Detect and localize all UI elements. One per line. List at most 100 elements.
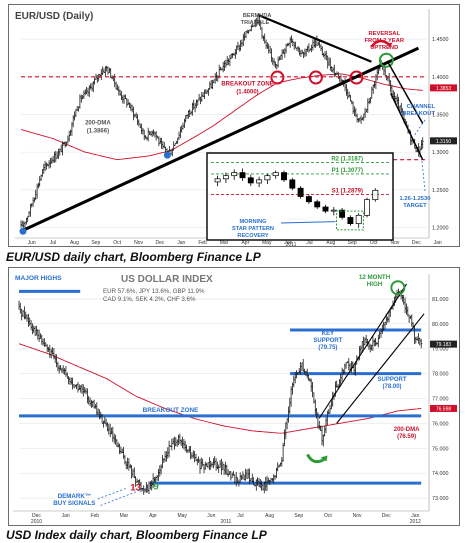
eurusd-inset-candle-17	[355, 214, 362, 225]
usd-demark-13: 13	[130, 483, 141, 494]
usd-y-tick-4: 77.000	[432, 396, 449, 402]
eurusd-x-tick-17: Nov	[390, 240, 399, 246]
usd-key-support-label: KEY	[322, 331, 334, 337]
usd-index-axes: 81.000 80.000 79.000 78.000 77.000 76.000 75.0…	[13, 274, 457, 525]
usd-y-tick-5: 76.000	[432, 421, 449, 427]
eurusd-panel: BERMUDA TRIANGLE BREAKOUT ZONE (1.4000) 200-…	[0, 0, 465, 265]
eurusd-target-label-1: TARGET	[403, 203, 427, 209]
eurusd-inset-candlestick: R2 (1.3187) P1 (1.3077) S1 (1.2879) MORNING…	[206, 152, 394, 248]
usd-demark-9: 9	[153, 481, 158, 492]
usd-index-levels	[19, 289, 422, 485]
eurusd-inset-candle-13	[322, 206, 329, 212]
eurusd-breakout-circle-0	[270, 70, 285, 85]
eurusd-inset-candle-2	[231, 172, 238, 177]
eurusd-target-pointer	[421, 158, 426, 192]
eurusd-x-tick-18: Dec	[412, 240, 421, 246]
usd-x-tick-8: Aug	[265, 513, 274, 519]
eurusd-inset-candle-3	[239, 172, 246, 179]
usd-index-legend-line-2: CAD 9.1%, SEK 4.2%, CHF 3.6%	[103, 296, 196, 303]
eurusd-triangle-label-a: BERMUDA	[243, 13, 272, 19]
eurusd-target-label-0: 1.26-1.2530	[400, 196, 431, 202]
usd-index-chart-frame: MAJOR HIGHS KEY SUPPORT (79.75) SUPPORT (78.0…	[8, 267, 460, 526]
eurusd-price-series	[20, 13, 424, 229]
usd-major-highs-label: MAJOR HIGHS	[15, 275, 62, 282]
usd-dma-value: (76.59)	[397, 434, 416, 440]
eurusd-inset-candle-9	[289, 179, 296, 189]
eurusd-x-tick-5: Nov	[134, 240, 143, 246]
usd-200dma-path	[18, 343, 422, 434]
usd-y-tick-7: 74.000	[432, 471, 449, 477]
usd-index-overlays: MAJOR HIGHSKEYSUPPORT(79.75)SUPPORT(78.0…	[15, 274, 425, 507]
eurusd-y-tick-5: 1.2000	[432, 225, 449, 231]
usd-y-tick-8: 73.000	[432, 496, 449, 502]
eurusd-price-tag-label-0: 1.3853	[436, 86, 452, 92]
eurusd-reversal-arrowhead	[386, 42, 393, 48]
usd-high-label-1: HIGH	[367, 281, 383, 288]
usd-x-tick-0: Dec	[32, 513, 41, 519]
eurusd-caption: EUR/USD daily chart, Bloomberg Finance L…	[6, 250, 261, 264]
eurusd-inset-candle-12	[314, 201, 321, 208]
usd-price-tag-label-0: 79.183	[436, 342, 452, 348]
eurusd-inset-candle-7	[272, 172, 279, 177]
eurusd-inset-level-label-0: R2 (1.3187)	[331, 156, 363, 162]
usd-index-price-series	[18, 288, 423, 495]
eurusd-dma-label: 200-DMA	[85, 121, 111, 127]
eurusd-inset-candle-6	[264, 175, 271, 181]
usd-demark-pointer-9	[100, 486, 149, 506]
usd-price-tag-label-1: 76.598	[436, 406, 452, 412]
usd-price-tag-0	[430, 340, 457, 348]
usd-y-tick-3: 78.000	[432, 372, 449, 378]
usd-index-legend-line-1: EUR 57.6%, JPY 13.6%, GBP 11.9%	[103, 288, 205, 295]
eurusd-reversal-label-0: REVERSAL	[368, 31, 400, 37]
usd-breakout-zone-label: BREAKOUT ZONE	[143, 407, 199, 414]
eurusd-inset-morning-star-box	[336, 210, 364, 231]
eurusd-x-tick-13: Jul	[306, 240, 312, 246]
eurusd-x-tick-19: Jan	[434, 240, 442, 246]
eurusd-uptrend-line	[20, 46, 420, 233]
usd-index-title: US DOLLAR INDEX	[121, 274, 213, 285]
usd-x-tick-13: Jan	[411, 513, 419, 519]
eurusd-breakout-circle-1	[308, 70, 323, 85]
eurusd-inset-pattern-label-0: MORNING	[239, 219, 266, 225]
usd-year-label-0: 2010	[31, 519, 42, 525]
eurusd-price-tag-0	[430, 84, 457, 92]
eurusd-triangle-label-b: TRIANGLE	[241, 20, 270, 26]
usd-high-circle	[390, 280, 406, 296]
usd-x-tick-10: Oct	[324, 513, 332, 519]
eurusd-chart-title: EUR/USD (Daily)	[15, 11, 93, 22]
eurusd-breakout-circle-2	[349, 70, 364, 85]
eurusd-x-tick-9: Mar	[220, 240, 229, 246]
usd-high-label-0: 12 MONTH	[359, 274, 391, 281]
eurusd-breakout-label: BREAKOUT ZONE	[221, 81, 273, 87]
eurusd-inset-pattern-pointer	[280, 221, 336, 224]
eurusd-inset-candle-5	[256, 179, 263, 184]
eurusd-inset-level-label-2: S1 (1.2879)	[332, 189, 363, 195]
eurusd-triangle-line	[257, 14, 372, 63]
eurusd-inset-candle-19	[372, 189, 379, 201]
usd-dma-label: 200-DMA	[394, 427, 420, 433]
eurusd-channel-lower	[389, 93, 424, 160]
eurusd-inset-pattern-label-1: STAR PATTERN	[232, 226, 274, 232]
usd-x-tick-9: Sep	[294, 513, 303, 519]
usd-x-tick-2: Feb	[90, 513, 99, 519]
eurusd-x-tick-4: Oct	[113, 240, 121, 246]
usd-channel-upper	[318, 283, 408, 419]
eurusd-reversal-label-2: UPTREND	[370, 45, 398, 51]
eurusd-channel-pointer	[413, 119, 426, 136]
eurusd-axes: 1.4500 1.4000 1.3500 1.3000 1.2500 1.2000 Jun J…	[15, 9, 457, 252]
eurusd-trend-touch-dot	[163, 151, 171, 159]
usd-x-tick-6: Jun	[207, 513, 215, 519]
eurusd-channel-label-1: BREAKOUT	[402, 111, 435, 117]
usd-x-tick-3: Mar	[120, 513, 129, 519]
usd-year-label-2: 2012	[410, 519, 421, 525]
eurusd-inset-candle-8	[281, 172, 287, 181]
usd-price-bars	[18, 288, 423, 495]
usd-rebound-arrowhead	[320, 455, 328, 462]
eurusd-reversal-circle	[378, 52, 394, 68]
eurusd-inset-candle-15	[339, 209, 346, 218]
usd-x-tick-4: Apr	[149, 513, 157, 519]
eurusd-price-bars	[20, 13, 424, 229]
eurusd-breakout-value: (1.4000)	[236, 89, 258, 95]
